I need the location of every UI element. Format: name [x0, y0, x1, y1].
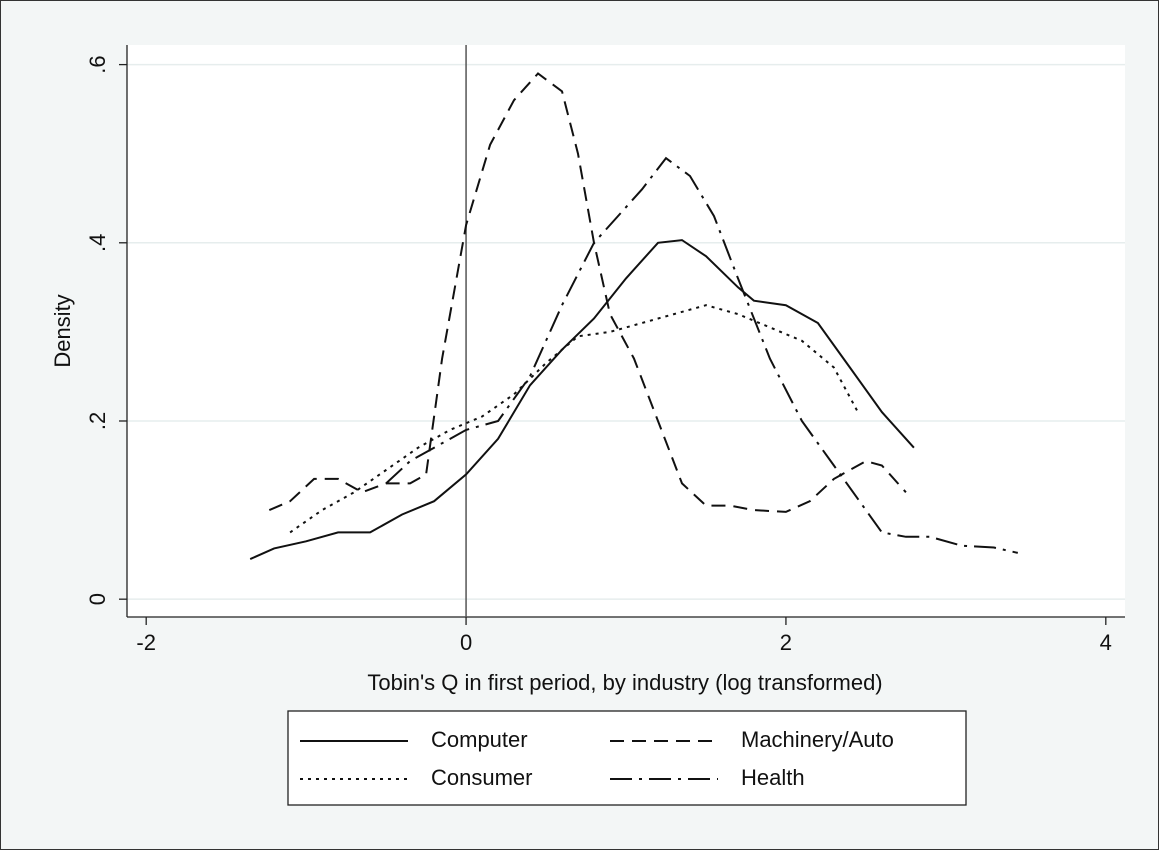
- density-line: [268, 72, 907, 513]
- y-axis-label: Density: [50, 294, 75, 367]
- density-line: [289, 304, 859, 534]
- legend-label: Health: [741, 765, 805, 790]
- y-tick-label: 0: [85, 593, 110, 605]
- x-tick-label: 2: [780, 630, 792, 655]
- legend-label: Machinery/Auto: [741, 727, 894, 752]
- x-axis-label: Tobin's Q in first period, by industry (…: [367, 670, 882, 695]
- y-tick-label: .6: [85, 55, 110, 73]
- y-tick-label: .4: [85, 234, 110, 252]
- x-tick-label: -2: [136, 630, 156, 655]
- plot-area: [127, 45, 1125, 617]
- density-line: [385, 156, 1019, 554]
- x-tick-label: 4: [1100, 630, 1112, 655]
- legend-label: Computer: [431, 727, 528, 752]
- legend-label: Consumer: [431, 765, 532, 790]
- density-line: [249, 239, 915, 561]
- x-tick-label: 0: [460, 630, 472, 655]
- legend-box: [287, 710, 967, 806]
- y-tick-label: .2: [85, 412, 110, 430]
